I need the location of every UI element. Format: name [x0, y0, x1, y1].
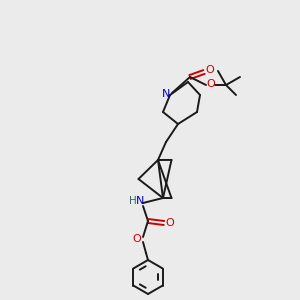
Text: O: O: [206, 65, 214, 75]
Text: N: N: [136, 196, 144, 206]
Text: O: O: [133, 234, 141, 244]
Text: O: O: [166, 218, 174, 228]
Text: O: O: [207, 79, 215, 89]
Text: N: N: [162, 89, 170, 99]
Text: H: H: [129, 196, 137, 206]
